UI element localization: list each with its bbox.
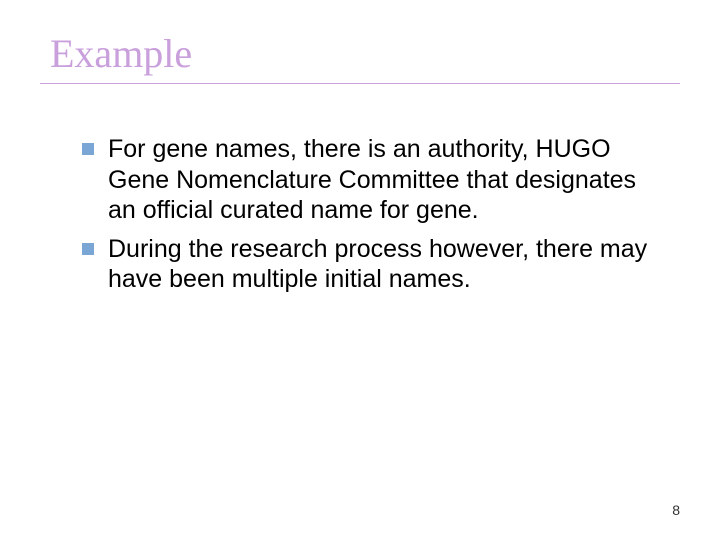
slide: Example For gene names, there is an auth…	[0, 0, 720, 540]
list-item: For gene names, there is an authority, H…	[82, 134, 670, 226]
square-bullet-icon	[82, 243, 94, 255]
page-number: 8	[672, 502, 680, 518]
square-bullet-icon	[82, 143, 94, 155]
title-underline	[40, 83, 680, 84]
list-item: During the research process however, the…	[82, 234, 670, 295]
bullet-text: For gene names, there is an authority, H…	[108, 135, 636, 224]
slide-title: Example	[50, 30, 670, 77]
bullet-list: For gene names, there is an authority, H…	[50, 134, 670, 295]
bullet-text: During the research process however, the…	[108, 235, 647, 294]
